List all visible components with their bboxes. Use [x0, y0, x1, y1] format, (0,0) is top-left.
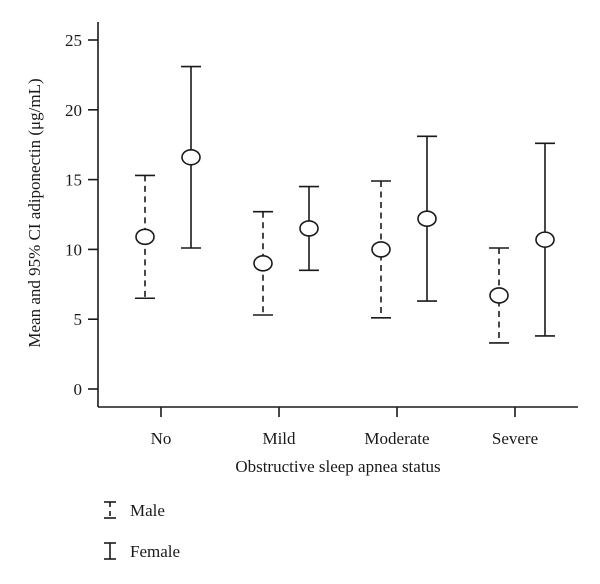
series-female [181, 65, 555, 337]
y-tick-label: 20 [65, 101, 82, 120]
mean-marker [135, 228, 155, 246]
x-axis: No Mild Moderate Severe [98, 406, 578, 448]
mean-marker [299, 220, 319, 237]
legend-label: Female [130, 542, 180, 561]
x-tick-label: Moderate [364, 429, 429, 448]
mean-marker [371, 241, 391, 258]
x-axis-title: Obstructive sleep apnea status [235, 457, 440, 476]
plot-area [135, 65, 555, 344]
x-ticks: No Mild Moderate Severe [151, 407, 538, 448]
y-tick-label: 10 [65, 240, 82, 259]
legend-label: Male [130, 501, 165, 520]
y-ticks: 0 5 10 15 20 25 [65, 31, 98, 399]
mean-marker [489, 287, 509, 304]
x-tick-label: No [151, 429, 172, 448]
y-tick-label: 0 [74, 380, 83, 399]
series-male [135, 174, 509, 344]
y-axis-title: Mean and 95% CI adiponectin (μg/mL) [25, 78, 44, 347]
mean-marker [535, 231, 555, 248]
mean-marker [181, 148, 201, 166]
legend-item-male: Male [104, 501, 165, 520]
y-axis: 0 5 10 15 20 25 [65, 22, 99, 407]
x-tick-label: Mild [262, 429, 296, 448]
mean-marker [253, 255, 273, 272]
x-tick-label: Severe [492, 429, 538, 448]
mean-marker [417, 210, 437, 227]
y-tick-label: 5 [74, 310, 83, 329]
legend-item-female: Female [104, 542, 180, 561]
y-tick-label: 25 [65, 31, 82, 50]
legend: Male Female [104, 501, 180, 561]
y-tick-label: 15 [65, 171, 82, 190]
